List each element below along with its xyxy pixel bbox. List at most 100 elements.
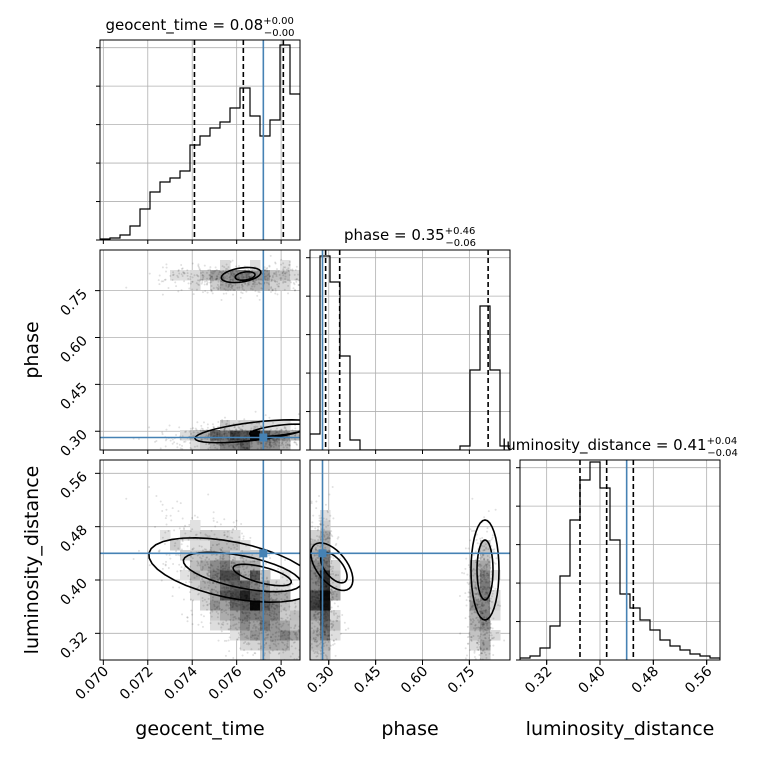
sample-point (270, 664, 272, 666)
sample-point (216, 288, 219, 291)
sample-point (476, 603, 479, 606)
sample-point (269, 254, 272, 257)
sample-point (253, 595, 256, 598)
sample-point (223, 534, 226, 537)
sample-point (241, 273, 244, 276)
sample-point (234, 617, 237, 620)
sample-point (254, 290, 257, 293)
sample-point (253, 587, 256, 590)
sample-point (472, 567, 475, 570)
sample-point (254, 432, 257, 435)
sample-point (297, 629, 300, 632)
sample-point (330, 610, 333, 613)
sample-point (235, 430, 238, 433)
sample-point (335, 619, 338, 622)
sample-point (463, 572, 466, 575)
sample-point (277, 642, 280, 645)
sample-point (323, 604, 326, 607)
sample-point (197, 561, 200, 564)
sample-point (485, 616, 488, 619)
sample-point (482, 603, 485, 606)
sample-point (256, 447, 259, 450)
sample-point (241, 565, 244, 568)
sample-point (328, 533, 331, 536)
sample-point (480, 603, 483, 606)
sample-point (233, 546, 236, 549)
sample-point (198, 544, 201, 547)
sample-point (269, 442, 272, 445)
sample-point (324, 606, 327, 609)
sample-point (208, 593, 211, 596)
panel-hist-0-0 (96, 40, 300, 241)
sample-point (486, 587, 489, 590)
sample-point (226, 419, 229, 422)
sample-point (242, 537, 245, 540)
sample-point (337, 665, 339, 667)
sample-point (175, 554, 178, 557)
sample-point (324, 602, 327, 605)
sample-point (236, 599, 239, 602)
contour-lower (193, 418, 300, 444)
sample-point (172, 271, 175, 274)
sample-point (165, 514, 168, 517)
sample-point (477, 620, 480, 623)
sample-point (251, 607, 254, 610)
sample-point (330, 533, 333, 536)
sample-point (239, 585, 242, 588)
sample-point (208, 273, 211, 276)
sample-point (483, 573, 486, 576)
sample-point (259, 622, 262, 625)
sample-point (331, 485, 334, 488)
sample-point (254, 604, 257, 607)
sample-point (314, 581, 317, 584)
density-cell (160, 530, 171, 541)
sample-point (326, 657, 329, 660)
sample-point (209, 268, 212, 271)
sample-point (487, 601, 490, 604)
sample-point (193, 445, 196, 448)
sample-point (294, 269, 297, 272)
density-cell (250, 610, 261, 621)
sample-point (181, 267, 184, 270)
sample-point (282, 641, 285, 644)
sample-point (269, 652, 272, 655)
sample-point (329, 592, 332, 595)
sample-point (206, 581, 209, 584)
density-cell (320, 520, 331, 531)
sample-point (207, 566, 210, 569)
sample-point (190, 560, 193, 563)
sample-point (246, 594, 249, 597)
density-cell (250, 550, 261, 561)
sample-point (275, 625, 278, 628)
sample-point (235, 548, 238, 551)
sample-point (315, 602, 318, 605)
sample-point (171, 442, 174, 445)
density-cell (240, 610, 251, 621)
sample-point (186, 616, 189, 619)
sample-point (338, 557, 341, 560)
sample-point (326, 597, 329, 600)
sample-point (285, 613, 288, 616)
sample-point (320, 636, 323, 639)
sample-point (221, 283, 224, 286)
sample-point (281, 438, 284, 441)
sample-point (200, 545, 203, 548)
sample-point (274, 442, 277, 445)
sample-point (483, 545, 486, 548)
sample-point (216, 575, 219, 578)
sample-point (232, 603, 235, 606)
sample-point (274, 632, 277, 635)
sample-point (325, 585, 328, 588)
sample-point (238, 431, 241, 434)
sample-point (474, 586, 477, 589)
sample-point (331, 570, 334, 573)
sample-point (318, 611, 321, 614)
sample-point (478, 564, 481, 567)
sample-point (318, 593, 321, 596)
sample-point (254, 574, 257, 577)
sample-point (232, 619, 235, 622)
sample-point (236, 605, 239, 608)
sample-point (317, 621, 320, 624)
sample-point (229, 575, 232, 578)
sample-point (317, 564, 320, 567)
